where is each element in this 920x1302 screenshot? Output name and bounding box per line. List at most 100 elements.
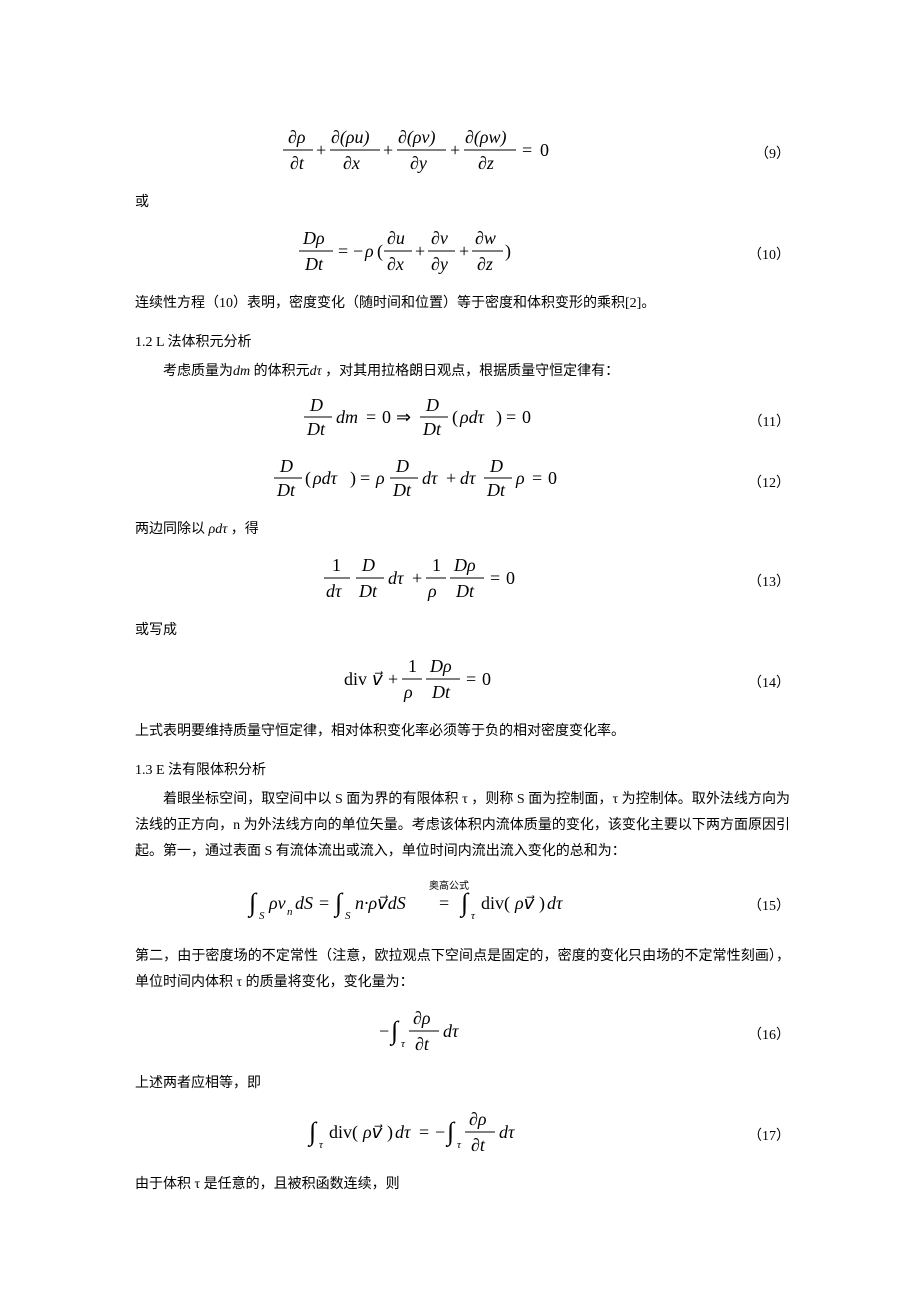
svg-text:τ: τ (319, 1139, 324, 1151)
svg-text:): ) (539, 893, 545, 914)
svg-text:−: − (379, 1021, 389, 1041)
svg-text:∂z: ∂z (478, 153, 494, 173)
svg-text:∫: ∫ (389, 1016, 400, 1046)
equation-15: ∫ S ρv n dS = ∫ S n·ρv⃗dS 奥高公式 = ∫ τ div… (135, 875, 730, 934)
equation-number-12: （12） (730, 472, 790, 492)
svg-text:1: 1 (432, 555, 441, 575)
svg-text:=: = (319, 893, 329, 913)
svg-text:D: D (425, 395, 439, 415)
svg-text:dτ: dτ (395, 1122, 411, 1142)
svg-text:∂w: ∂w (475, 228, 496, 248)
equation-number-14: （14） (730, 672, 790, 692)
svg-text:∂t: ∂t (415, 1034, 430, 1054)
equation-number-16: （16） (730, 1024, 790, 1044)
svg-text:∂ρ: ∂ρ (469, 1109, 487, 1129)
svg-text:(: ( (305, 468, 311, 489)
svg-text:=: = (506, 407, 516, 427)
svg-text:+: + (446, 468, 456, 488)
svg-text:): ) (505, 241, 511, 262)
svg-text:D: D (489, 456, 503, 476)
svg-text:∂y: ∂y (410, 153, 427, 173)
svg-text:): ) (350, 468, 356, 489)
svg-text:v⃗: v⃗ (372, 669, 383, 689)
section-1-2-title: 1.2 L 法体积元分析 (135, 331, 790, 351)
svg-text:Dρ: Dρ (453, 555, 476, 575)
page-root: ∂ρ ∂t + ∂(ρu) ∂x + ∂(ρv) ∂y + ∂(ρw) (0, 0, 920, 1302)
svg-text:S: S (259, 910, 265, 922)
svg-text:div: div (344, 669, 367, 689)
svg-text:ρ: ρ (403, 682, 413, 702)
svg-text:D: D (395, 456, 409, 476)
svg-text:Dρ: Dρ (429, 656, 452, 676)
paragraph-1-3-a: 着眼坐标空间，取空间中以 S 面为界的有限体积 τ ，则称 S 面为控制面，τ … (135, 787, 790, 865)
svg-text:dm: dm (336, 407, 358, 427)
svg-text:∂ρ: ∂ρ (288, 127, 306, 147)
svg-text:D: D (361, 555, 375, 575)
svg-text:τ: τ (401, 1038, 406, 1050)
svg-text:S: S (345, 910, 351, 922)
svg-text:∂v: ∂v (431, 228, 448, 248)
equation-row-11: D Dt dm = 0 ⇒ D Dt ( ρdτ ) = 0 （1 (135, 395, 790, 446)
svg-text:dτ: dτ (443, 1021, 459, 1041)
paragraph-1-2-intro: 考虑质量为dm 的体积元dτ ，对其用拉格朗日观点，根据质量守恒定律有： (135, 359, 790, 385)
svg-text:0: 0 (540, 140, 549, 160)
p12a-post: ，对其用拉格朗日观点，根据质量守恒定律有： (322, 364, 620, 379)
svg-text:Dt: Dt (455, 581, 475, 601)
svg-text:dτ: dτ (326, 581, 342, 601)
svg-text:=: = (360, 468, 370, 488)
equation-16: − ∫ τ ∂ρ ∂t dτ (135, 1006, 730, 1061)
equation-row-12: D Dt ( ρdτ ) = ρ D Dt dτ + dτ D Dt (135, 456, 790, 507)
paragraph-1-3-c: 上述两者应相等，即 (135, 1071, 790, 1097)
svg-text:+: + (388, 669, 398, 689)
svg-text:∫: ∫ (307, 1117, 318, 1147)
text-or-1: 或 (135, 190, 790, 216)
svg-text:∂(ρv): ∂(ρv) (398, 127, 436, 148)
paragraph-1-3-d: 由于体积 τ 是任意的，且被积函数连续，则 (135, 1172, 790, 1198)
svg-text:Dt: Dt (276, 480, 296, 500)
svg-text:n: n (287, 906, 293, 918)
svg-text:dτ: dτ (499, 1122, 515, 1142)
svg-text:+: + (415, 241, 425, 261)
svg-text:τ: τ (471, 910, 476, 922)
svg-text:): ) (387, 1122, 393, 1143)
svg-text:0: 0 (506, 568, 515, 588)
equation-10: Dρ Dt = − ρ ( ∂u ∂x + ∂v ∂y + ∂w (135, 226, 730, 281)
p12b-post: ，得 (227, 522, 259, 537)
p12b-rhodtau: ρdτ (209, 522, 228, 537)
equation-number-13: （13） (730, 571, 790, 591)
svg-text:−: − (435, 1122, 445, 1142)
equation-11: D Dt dm = 0 ⇒ D Dt ( ρdτ ) = 0 (135, 395, 730, 446)
svg-text:0: 0 (548, 468, 557, 488)
svg-text:0: 0 (382, 407, 391, 427)
svg-text:ρdτ: ρdτ (312, 468, 338, 488)
svg-text:dτ: dτ (460, 468, 476, 488)
svg-text:+: + (316, 140, 326, 160)
svg-text:∫: ∫ (247, 888, 258, 918)
svg-text:∂y: ∂y (431, 254, 448, 274)
svg-text:∫: ∫ (459, 888, 470, 918)
equation-row-13: 1 dτ D Dt dτ + 1 ρ Dρ Dt = 0 (135, 553, 790, 608)
svg-text:+: + (459, 241, 469, 261)
equation-row-15: ∫ S ρv n dS = ∫ S n·ρv⃗dS 奥高公式 = ∫ τ div… (135, 875, 790, 934)
equation-row-17: ∫ τ div( ρv⃗ ) dτ = − ∫ τ ∂ρ ∂t dτ （17） (135, 1107, 790, 1162)
svg-text:=: = (439, 893, 449, 913)
svg-text:Dt: Dt (392, 480, 412, 500)
svg-text:(: ( (452, 407, 458, 428)
svg-text:∂u: ∂u (387, 228, 405, 248)
svg-text:D: D (279, 456, 293, 476)
svg-text:∫: ∫ (445, 1117, 456, 1147)
svg-text:n·ρv⃗dS: n·ρv⃗dS (355, 893, 406, 913)
svg-text:0: 0 (482, 669, 491, 689)
svg-text:dτ: dτ (422, 468, 438, 488)
svg-text:Dt: Dt (422, 419, 442, 439)
svg-text:+: + (383, 140, 393, 160)
section-1-3-title: 1.3 E 法有限体积分析 (135, 759, 790, 779)
equation-number-11: （11） (730, 411, 790, 431)
equation-number-17: （17） (730, 1125, 790, 1145)
svg-text:∂t: ∂t (290, 153, 305, 173)
svg-text:ρ: ρ (427, 581, 437, 601)
p13a: 着眼坐标空间，取空间中以 S 面为界的有限体积 τ ，则称 S 面为控制面，τ … (135, 792, 790, 859)
svg-text:Dt: Dt (486, 480, 506, 500)
p12b-pre: 两边同除以 (135, 522, 209, 537)
svg-text:∂(ρw): ∂(ρw) (465, 127, 507, 148)
